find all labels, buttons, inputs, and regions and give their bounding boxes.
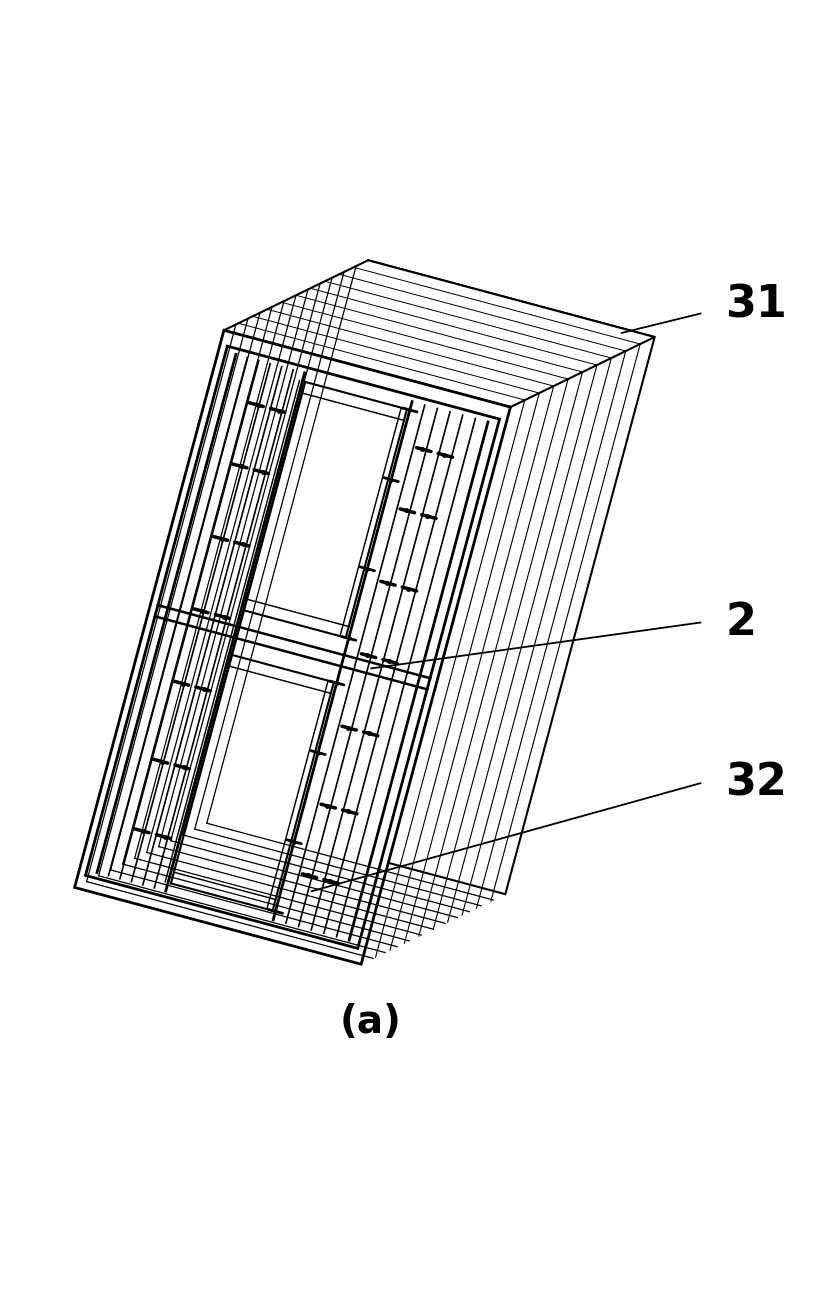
Polygon shape bbox=[75, 330, 510, 964]
Text: 31: 31 bbox=[725, 283, 787, 326]
Text: (a): (a) bbox=[339, 1003, 402, 1041]
Polygon shape bbox=[224, 261, 654, 408]
Polygon shape bbox=[219, 261, 654, 894]
Text: 32: 32 bbox=[725, 762, 787, 805]
Text: 2: 2 bbox=[725, 600, 756, 644]
